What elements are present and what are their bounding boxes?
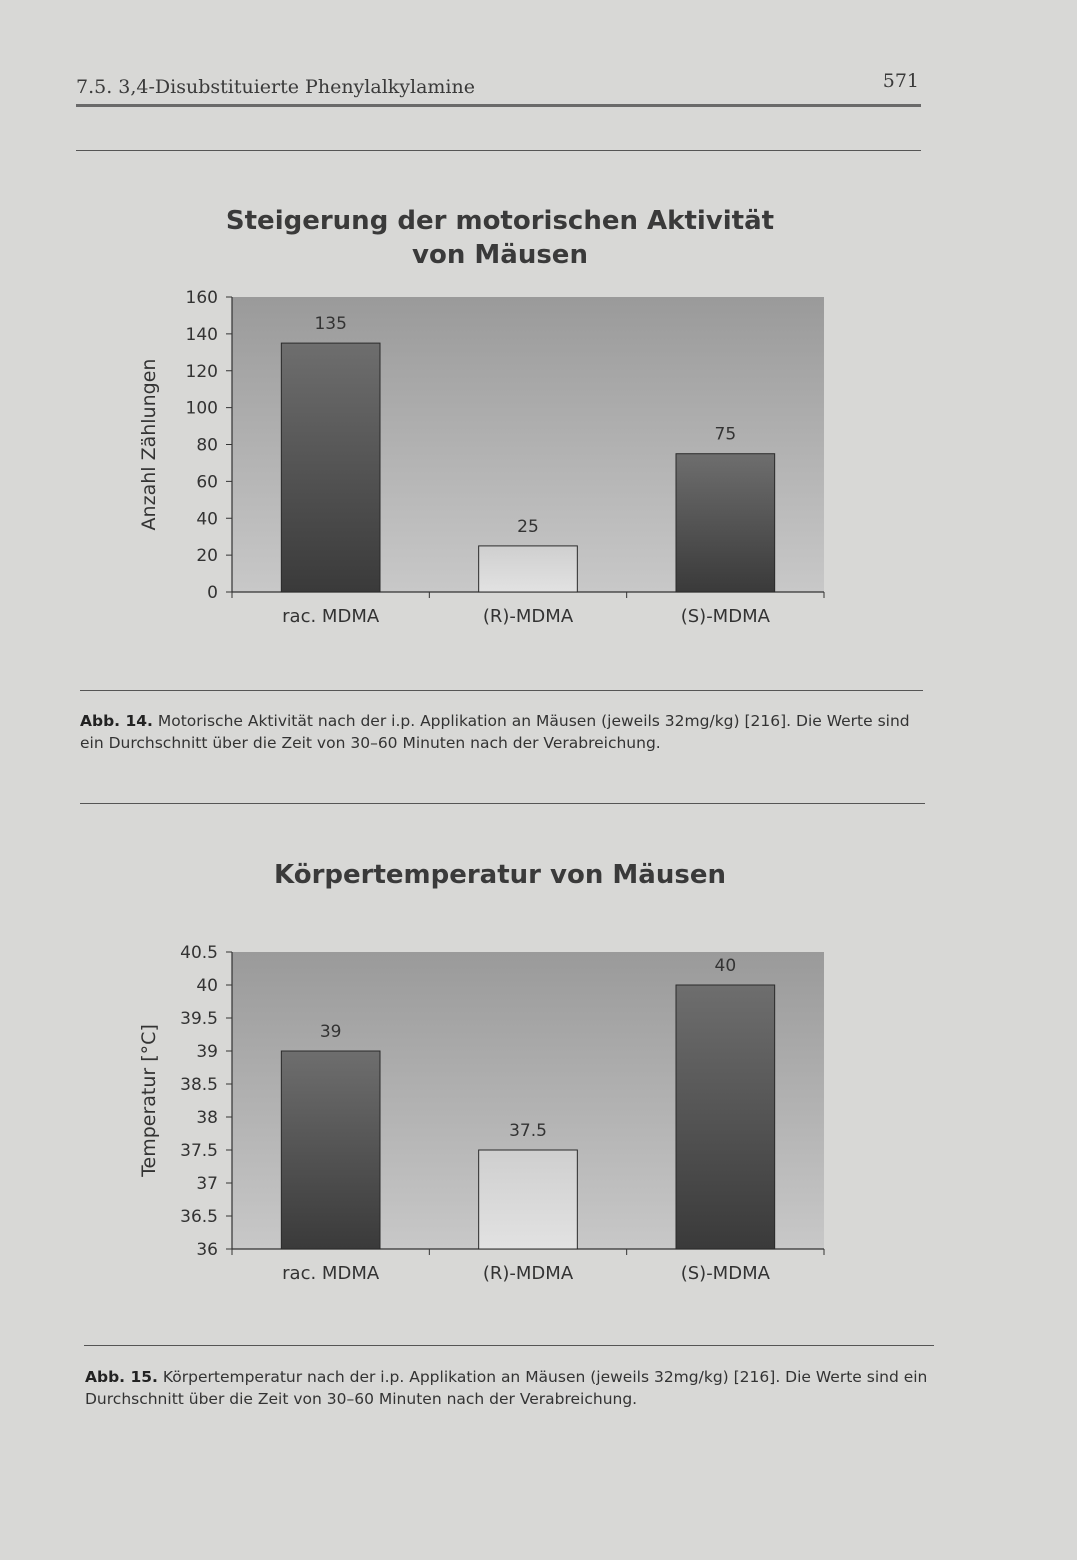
y-tick-label: 100	[186, 399, 218, 419]
y-tick-label: 20	[196, 546, 218, 566]
x-tick-label: rac. MDMA	[282, 1263, 380, 1284]
bar-2	[478, 545, 578, 593]
figure-14-bottom-rule	[80, 690, 923, 691]
data-label: 25	[517, 517, 539, 537]
figure-15-caption-text: Körpertemperatur nach der i.p. Applikati…	[85, 1368, 928, 1408]
figure-15-caption-label: Abb. 15.	[85, 1368, 158, 1386]
y-tick-label: 37.5	[180, 1141, 218, 1161]
figure-14-caption-label: Abb. 14.	[80, 712, 153, 730]
chart-1-title-line1: Steigerung der motorischen Aktivität	[225, 206, 775, 236]
y-tick-label: 120	[186, 362, 218, 382]
x-tick-label: (S)-MDMA	[681, 1263, 771, 1284]
y-tick-label: 36	[196, 1240, 218, 1260]
y-tick-label: 39.5	[180, 1009, 218, 1029]
y-tick-label: 40.5	[180, 943, 218, 963]
y-axis-label: Anzahl Zählungen	[138, 359, 160, 531]
data-label: 40	[715, 956, 737, 976]
y-axis-label: Temperatur [°C]	[138, 1024, 160, 1178]
chart-1-title: Steigerung der motorischen Aktivität von…	[130, 204, 870, 272]
chart-2-title: Körpertemperatur von Mäusen	[130, 858, 870, 892]
x-tick-label: (R)-MDMA	[483, 1263, 574, 1284]
y-tick-label: 37	[196, 1174, 218, 1194]
bar-1	[280, 342, 381, 593]
figure-15-caption: Abb. 15. Körpertemperatur nach der i.p. …	[85, 1366, 935, 1410]
y-tick-label: 0	[207, 583, 218, 603]
chart-2-title-line1: Körpertemperatur von Mäusen	[274, 860, 726, 890]
figure-14-caption-text: Motorische Aktivität nach der i.p. Appli…	[80, 712, 910, 752]
figure-14-caption: Abb. 14. Motorische Aktivität nach der i…	[80, 710, 925, 754]
data-label: 75	[715, 425, 737, 445]
y-tick-label: 39	[196, 1042, 218, 1062]
section-title: 7.5. 3,4-Disubstituierte Phenylalkylamin…	[76, 76, 475, 98]
y-tick-label: 160	[186, 288, 218, 308]
x-tick-label: rac. MDMA	[282, 606, 380, 627]
y-tick-label: 80	[196, 436, 218, 456]
page-number: 571	[882, 70, 919, 92]
y-tick-label: 36.5	[180, 1207, 218, 1227]
y-tick-label: 140	[186, 325, 218, 345]
x-tick-label: (S)-MDMA	[681, 606, 771, 627]
y-tick-label: 40	[196, 509, 218, 529]
chart-1-title-line2: von Mäusen	[412, 240, 588, 270]
bar-2	[478, 1149, 578, 1250]
y-tick-label: 60	[196, 472, 218, 492]
bar-3	[675, 453, 776, 593]
running-head: 7.5. 3,4-Disubstituierte Phenylalkylamin…	[76, 70, 921, 107]
data-label: 135	[314, 314, 346, 334]
bar-3	[675, 984, 776, 1250]
data-label: 39	[320, 1022, 342, 1042]
figure-15-bottom-rule	[84, 1345, 934, 1346]
y-tick-label: 38.5	[180, 1075, 218, 1095]
y-tick-label: 38	[196, 1108, 218, 1128]
figure-14-top-rule	[76, 150, 921, 151]
bar-1	[280, 1050, 381, 1250]
figure-15-top-rule	[80, 803, 925, 804]
y-tick-label: 40	[196, 976, 218, 996]
data-label: 37.5	[509, 1121, 547, 1141]
x-tick-label: (R)-MDMA	[483, 606, 574, 627]
